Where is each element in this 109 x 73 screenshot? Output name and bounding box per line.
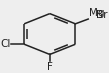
Text: Mg: Mg	[89, 8, 105, 18]
Text: F: F	[47, 62, 53, 72]
Text: Cl: Cl	[0, 39, 10, 49]
Text: Br: Br	[96, 10, 107, 20]
